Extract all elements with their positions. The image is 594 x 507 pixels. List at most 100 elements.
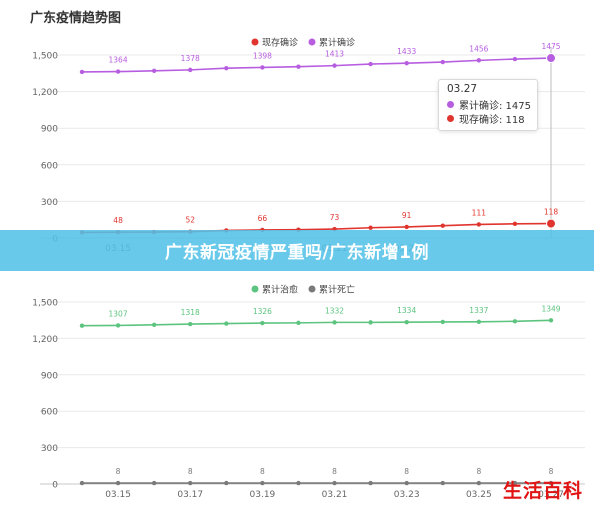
tooltip-dot-cumulative <box>447 100 454 108</box>
data-point <box>404 60 409 66</box>
data-point <box>260 480 265 486</box>
y-tick-label: 1,200 <box>32 335 58 345</box>
data-point <box>546 53 556 64</box>
data-point <box>332 63 337 68</box>
data-point <box>404 319 409 325</box>
data-label: 118 <box>544 208 559 217</box>
data-label: 1433 <box>397 47 416 56</box>
data-label: 1378 <box>181 54 200 63</box>
data-label: 1475 <box>541 42 560 51</box>
watermark-logo: 生活百科 <box>503 480 584 502</box>
y-tick-label: 1,500 <box>32 52 58 62</box>
y-tick-label: 300 <box>41 198 58 208</box>
x-tick-label: 03.21 <box>322 490 348 500</box>
data-label: 1413 <box>325 50 344 59</box>
tooltip-current-label: 现存确诊: 118 <box>459 114 525 126</box>
data-label: 1337 <box>469 306 488 315</box>
data-point <box>512 319 518 324</box>
legend-marker <box>308 38 316 46</box>
data-label: 8 <box>116 467 121 476</box>
data-point <box>115 480 121 486</box>
data-label: 8 <box>549 467 554 476</box>
data-point <box>151 68 157 74</box>
data-point <box>79 323 85 328</box>
data-point <box>224 480 229 486</box>
data-point <box>476 222 482 227</box>
data-point <box>296 480 301 486</box>
chart-tooltip: 03.27 累计确诊: 1475 现存确诊: 118 <box>438 79 538 131</box>
data-label: 52 <box>185 216 195 225</box>
tooltip-dot-current <box>447 114 454 122</box>
series-line <box>81 57 552 73</box>
data-point <box>332 320 337 325</box>
data-label: 1334 <box>397 306 416 315</box>
data-label: 1307 <box>109 309 128 318</box>
data-point <box>440 223 445 228</box>
data-point <box>404 480 409 486</box>
tooltip-row: 累计确诊: 1475 <box>447 97 537 112</box>
series-line <box>81 319 552 327</box>
data-point <box>260 320 265 326</box>
data-point <box>296 64 301 69</box>
data-label: 8 <box>404 467 409 476</box>
x-tick-label: 03.25 <box>466 490 492 500</box>
data-point <box>476 480 482 486</box>
data-point <box>115 323 121 328</box>
y-tick-label: 300 <box>41 444 58 454</box>
data-point <box>440 319 445 325</box>
data-label: 1364 <box>109 56 128 65</box>
tooltip-row: 现存确诊: 118 <box>447 111 537 126</box>
data-point <box>476 58 482 63</box>
data-point <box>512 480 518 486</box>
data-point <box>188 67 193 73</box>
y-tick-label: 1,500 <box>32 299 58 309</box>
data-point <box>368 61 373 67</box>
data-point <box>224 65 229 71</box>
legend-label: 累计确诊 <box>319 37 355 49</box>
data-point <box>296 320 301 326</box>
page-title: 广东疫情趋势图 <box>30 11 122 26</box>
y-tick-label: 900 <box>41 371 58 381</box>
y-tick-label: 900 <box>41 125 58 135</box>
data-label: 48 <box>113 216 123 225</box>
legend-marker <box>251 38 259 46</box>
data-point <box>440 59 445 65</box>
data-point <box>440 480 445 486</box>
data-point <box>548 480 554 486</box>
headline-banner: 广东新冠疫情严重吗/广东新增1例 <box>0 230 594 271</box>
data-label: 8 <box>476 467 481 476</box>
x-tick-label: 03.19 <box>250 490 276 500</box>
legend-label: 累计死亡 <box>319 284 355 296</box>
data-point <box>151 322 157 328</box>
tooltip-cumulative-label: 累计确诊: 1475 <box>459 100 531 112</box>
data-point <box>548 318 554 323</box>
data-point <box>115 69 121 74</box>
y-tick-label: 0 <box>52 481 58 491</box>
data-point <box>188 480 193 486</box>
y-tick-label: 600 <box>41 161 58 171</box>
x-tick-label: 03.17 <box>177 490 203 500</box>
data-label: 1398 <box>253 51 272 60</box>
data-label: 1456 <box>469 44 488 53</box>
data-point <box>476 319 482 324</box>
data-label: 66 <box>258 214 268 223</box>
banner-text: 广东新冠疫情严重吗/广东新增1例 <box>164 243 430 263</box>
data-point <box>188 321 193 327</box>
data-label: 1349 <box>541 304 560 313</box>
y-tick-label: 600 <box>41 408 58 418</box>
data-point <box>368 320 373 325</box>
x-tick-label: 03.23 <box>394 490 420 500</box>
data-point <box>404 224 409 230</box>
data-label: 8 <box>332 467 337 476</box>
data-point <box>79 69 85 75</box>
legend-label: 现存确诊 <box>262 37 298 49</box>
data-point <box>79 480 85 486</box>
data-point <box>512 221 518 227</box>
data-label: 1332 <box>325 306 344 315</box>
data-label: 8 <box>260 467 265 476</box>
data-label: 8 <box>188 467 193 476</box>
data-point <box>512 56 518 62</box>
data-label: 111 <box>472 208 487 217</box>
data-label: 1318 <box>181 308 200 317</box>
data-point <box>368 480 373 486</box>
